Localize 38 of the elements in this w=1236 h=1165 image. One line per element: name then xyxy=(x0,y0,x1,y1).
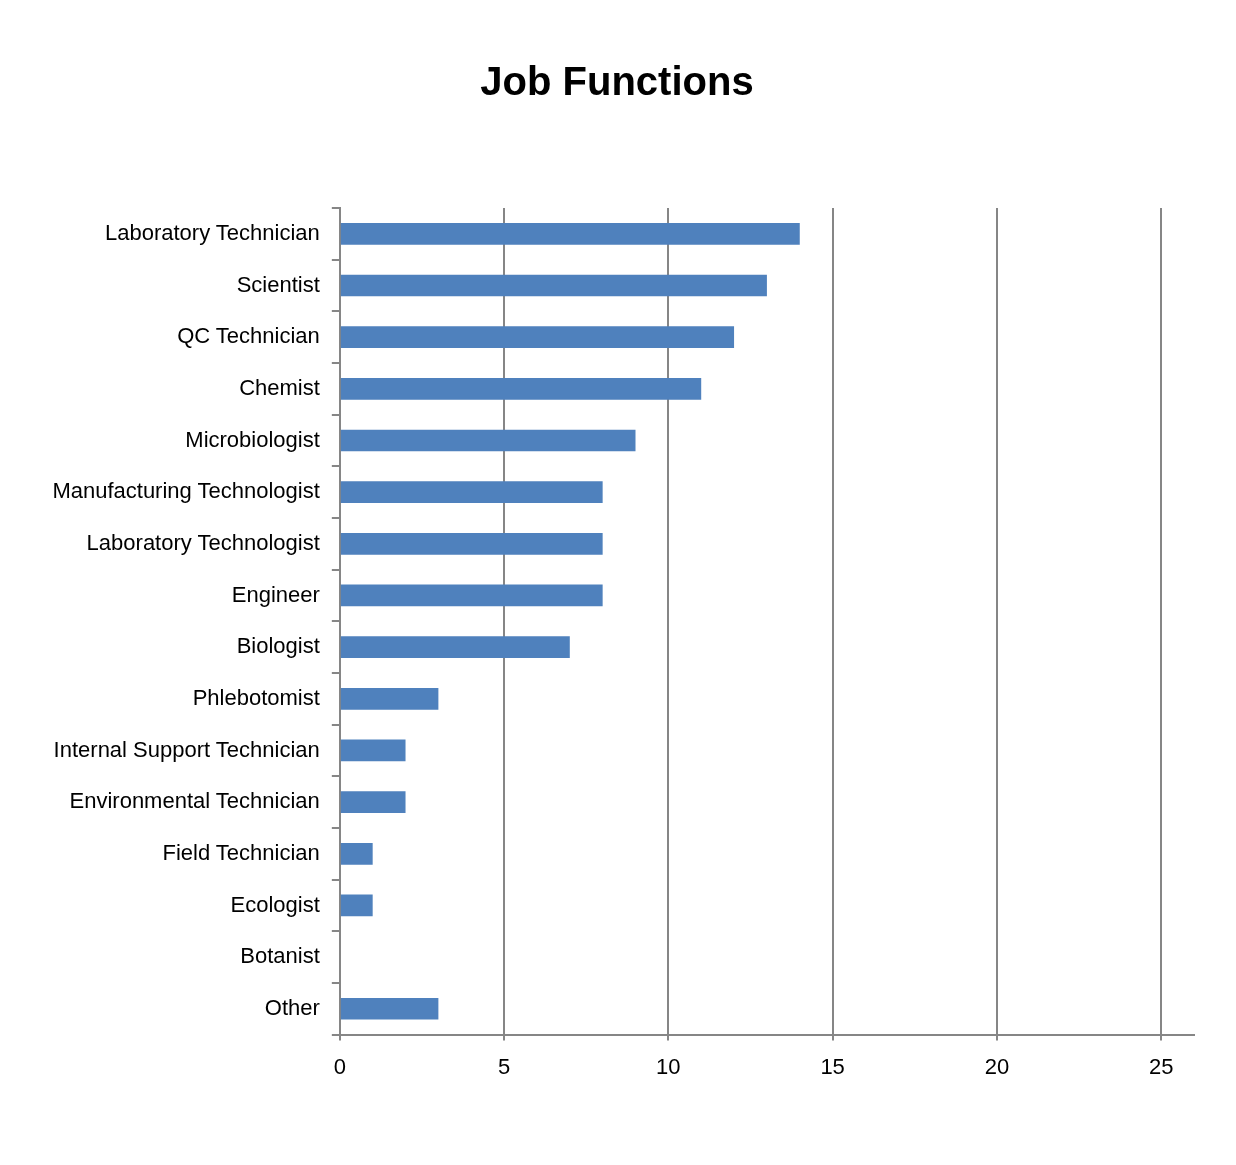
bar xyxy=(340,739,406,762)
bar xyxy=(340,791,406,813)
bar xyxy=(340,532,603,555)
bar xyxy=(340,429,636,452)
y-tick-label: Environmental Technician xyxy=(69,788,320,814)
bar xyxy=(340,842,373,865)
bar xyxy=(340,894,373,917)
y-tick-label: Laboratory Technologist xyxy=(86,529,320,555)
y-tick-label: Internal Support Technician xyxy=(53,736,320,762)
bar xyxy=(340,584,603,607)
y-tick-label: Other xyxy=(264,994,320,1020)
y-tick-label: Chemist xyxy=(239,374,320,400)
bar xyxy=(340,326,735,349)
y-tick-label: Biologist xyxy=(236,633,320,659)
x-tick-label: 15 xyxy=(820,1053,845,1079)
bar xyxy=(340,274,767,297)
x-tick-label: 25 xyxy=(1148,1053,1174,1079)
bar xyxy=(340,377,702,400)
bar xyxy=(340,481,603,503)
y-tick-label: Laboratory Technician xyxy=(104,219,320,245)
bar xyxy=(340,997,439,1020)
x-tick-label: 5 xyxy=(497,1053,511,1079)
bar xyxy=(340,687,439,710)
x-tick-label: 20 xyxy=(984,1053,1010,1079)
y-tick-label: Microbiologist xyxy=(185,426,320,452)
x-tick-label: 10 xyxy=(656,1053,681,1079)
y-tick-label: Phlebotomist xyxy=(192,684,320,710)
y-tick-label: Field Technician xyxy=(162,839,320,865)
y-tick-label: Manufacturing Technologist xyxy=(52,478,320,504)
y-tick-label: Scientist xyxy=(236,271,320,297)
y-tick-label: QC Technician xyxy=(177,323,320,349)
chart-title: Job Functions xyxy=(480,59,754,104)
bar xyxy=(340,636,570,658)
y-tick-label: Ecologist xyxy=(230,891,320,917)
x-tick-label: 0 xyxy=(333,1053,346,1079)
y-tick-label: Engineer xyxy=(231,581,320,607)
bar xyxy=(340,222,800,245)
y-tick-label: Botanist xyxy=(240,943,320,969)
